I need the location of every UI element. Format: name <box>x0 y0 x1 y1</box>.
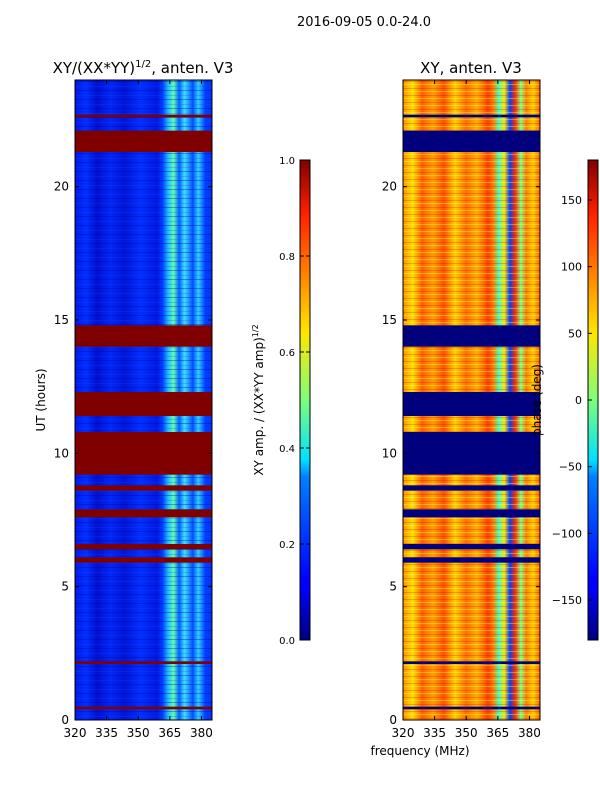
right-masked-bands <box>403 114 540 710</box>
right-colorbar-tick-label: 50 <box>568 327 582 340</box>
left-axes-frame <box>74 79 213 721</box>
left-ytick-label: 15 <box>54 313 69 327</box>
left-xtick-label: 335 <box>95 726 118 740</box>
left-xtick-label: 380 <box>190 726 213 740</box>
right-masked-band <box>403 509 540 518</box>
left-colorbar-tick-label: 1.0 <box>279 156 295 167</box>
left-colorbar-label-main: XY amp. / (XX*YY amp) <box>252 337 266 475</box>
left-masked-band <box>75 432 212 475</box>
right-colorbar-tick-label: 0 <box>575 394 582 407</box>
right-colorbar-tick-label: −150 <box>552 594 582 607</box>
left-colorbar-tick-label: 0.4 <box>279 444 295 455</box>
right-masked-band <box>403 432 540 475</box>
left-masked-band <box>75 130 212 152</box>
right-masked-band <box>403 130 540 152</box>
right-masked-band <box>403 485 540 491</box>
left-masked-band <box>75 392 212 416</box>
left-colorbar-tick-label: 0.0 <box>279 636 295 647</box>
right-xtick-label: 320 <box>392 726 415 740</box>
left-masked-band <box>75 325 212 347</box>
left-colorbar-tick-label: 0.2 <box>279 540 295 551</box>
left-panel: XY/(XX*YY)1/2, anten. V3 320 335 350 365 380… <box>34 59 311 740</box>
left-ytick-label: 20 <box>54 180 69 194</box>
left-xtick-label: 320 <box>64 726 87 740</box>
left-colorbar-ticks: 0.0 0.2 0.4 0.6 0.8 1.0 <box>279 156 310 647</box>
left-ticks: 320 335 350 365 380 0 5 10 15 20 <box>54 80 213 740</box>
right-masked-band <box>403 325 540 347</box>
right-title: XY, anten. V3 <box>420 59 522 77</box>
left-ylabel: UT (hours) <box>34 368 48 431</box>
left-ytick-label: 10 <box>54 446 69 460</box>
left-masked-band <box>75 557 212 563</box>
left-masked-band <box>75 485 212 491</box>
right-masked-band <box>403 557 540 563</box>
right-xtick-label: 335 <box>423 726 446 740</box>
left-masked-band <box>75 544 212 550</box>
right-ytick-label: 10 <box>382 446 397 460</box>
right-masked-band <box>403 661 540 664</box>
right-ticks: 320 335 350 365 380 0 5 10 15 20 <box>382 80 541 740</box>
right-ytick-label: 15 <box>382 313 397 327</box>
left-masked-band <box>75 661 212 664</box>
right-masked-band <box>403 544 540 550</box>
left-colorbar-label: XY amp. / (XX*YY amp)1/2 <box>251 324 266 475</box>
left-title-main: XY/(XX*YY) <box>53 59 136 77</box>
left-title-rest: , anten. V3 <box>151 59 233 77</box>
right-colorbar-tick-label: 100 <box>561 261 582 274</box>
right-masked-band <box>403 392 540 416</box>
left-colorbar-tick-label: 0.6 <box>279 348 295 359</box>
left-colorbar <box>299 159 311 641</box>
right-masked-band <box>403 706 540 710</box>
right-xtick-label: 350 <box>455 726 478 740</box>
right-xtick-label: 380 <box>518 726 541 740</box>
right-panel: XY, anten. V3 320 335 350 365 380 0 5 10 15 20 15… <box>382 59 599 740</box>
right-ytick-label: 0 <box>389 713 397 727</box>
right-masked-band <box>403 114 540 118</box>
left-colorbar-tick-label: 0.8 <box>279 252 295 263</box>
right-ytick-label: 5 <box>389 580 397 594</box>
right-colorbar-tick-label: 150 <box>561 194 582 207</box>
right-colorbar-ticks: 150 100 50 0 −50 −100 −150 <box>552 194 592 607</box>
right-axes-frame <box>402 79 541 721</box>
left-masked-band <box>75 706 212 710</box>
right-colorbar-label: phase (deg) <box>530 364 544 436</box>
left-masked-bands <box>75 114 212 710</box>
left-masked-band <box>75 509 212 518</box>
right-xtick-label: 365 <box>486 726 509 740</box>
left-ytick-label: 5 <box>61 580 69 594</box>
left-title-sup: 1/2 <box>135 59 151 70</box>
right-ytick-label: 20 <box>382 180 397 194</box>
left-title: XY/(XX*YY)1/2, anten. V3 <box>53 59 234 77</box>
left-xtick-label: 365 <box>158 726 181 740</box>
right-colorbar-tick-label: −100 <box>552 527 582 540</box>
xlabel: frequency (MHz) <box>370 744 469 758</box>
left-masked-band <box>75 114 212 118</box>
left-ytick-label: 0 <box>61 713 69 727</box>
left-colorbar-label-sup: 1/2 <box>251 324 260 337</box>
right-colorbar-tick-label: −50 <box>559 461 582 474</box>
left-xtick-label: 350 <box>127 726 150 740</box>
suptitle: 2016-09-05 0.0-24.0 <box>297 15 431 30</box>
